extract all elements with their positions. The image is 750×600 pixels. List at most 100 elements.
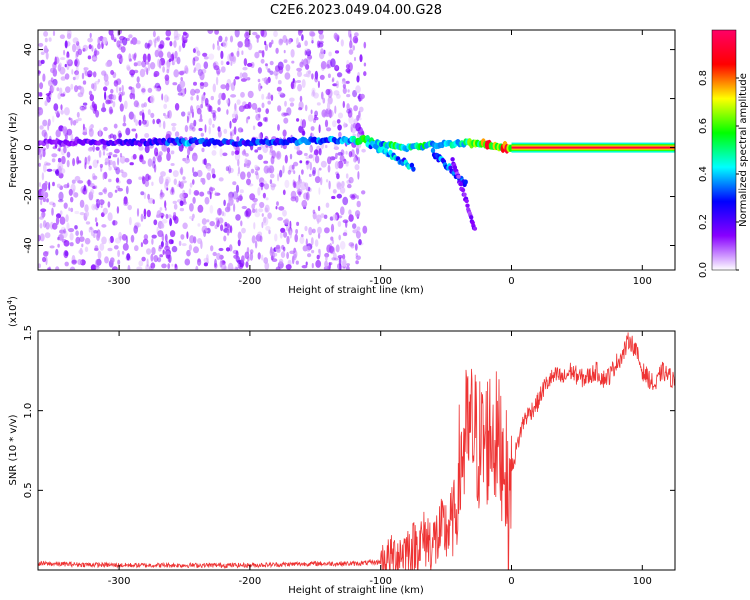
heatmap-cell bbox=[114, 166, 118, 170]
heatmap-cell bbox=[335, 64, 339, 70]
heatmap-cell bbox=[316, 214, 322, 223]
heatmap-cell bbox=[99, 243, 105, 251]
snr-frame bbox=[37, 330, 676, 571]
heatmap-cell bbox=[140, 242, 143, 248]
heatmap-cell bbox=[57, 157, 62, 163]
heatmap-cell bbox=[346, 103, 350, 111]
heatmap-cell bbox=[346, 109, 351, 114]
heatmap-cell bbox=[342, 232, 348, 237]
heatmap-cell bbox=[278, 38, 284, 46]
heatmap-cell bbox=[144, 66, 148, 72]
heatmap-cell bbox=[230, 61, 233, 66]
heatmap-cell bbox=[314, 114, 317, 118]
heatmap-cell bbox=[136, 266, 143, 270]
heatmap-cell bbox=[111, 220, 118, 226]
heatmap-cell bbox=[216, 68, 221, 75]
heatmap-cell bbox=[241, 205, 247, 210]
heatmap-cell bbox=[257, 67, 262, 74]
heatmap-cell bbox=[223, 235, 227, 242]
heatmap-cell bbox=[340, 206, 345, 216]
heatmap-cell bbox=[143, 102, 147, 108]
heatmap-cell bbox=[310, 237, 314, 246]
heatmap-cell bbox=[261, 213, 264, 217]
heatmap-cell bbox=[237, 41, 243, 48]
heatmap-cell bbox=[295, 181, 301, 190]
heatmap-cell bbox=[85, 70, 88, 77]
heatmap-cell bbox=[192, 48, 196, 54]
heatmap-cell bbox=[284, 154, 288, 164]
colorbar-tick-label: 0.6 bbox=[698, 118, 709, 134]
heatmap-cell bbox=[280, 227, 286, 233]
heatmap-cell bbox=[52, 78, 58, 86]
x-tick-label: -200 bbox=[239, 276, 262, 287]
heatmap-cell bbox=[74, 85, 79, 93]
heatmap-cell bbox=[114, 189, 118, 193]
heatmap-cell bbox=[220, 84, 227, 90]
heatmap-cell bbox=[279, 38, 284, 44]
heatmap-cell bbox=[305, 49, 312, 57]
heatmap-cell bbox=[170, 163, 175, 166]
heatmap-cell bbox=[293, 182, 297, 188]
heatmap-cell bbox=[346, 179, 351, 184]
heatmap-cell bbox=[311, 87, 316, 94]
heatmap-cell bbox=[220, 60, 224, 66]
heatmap-cell bbox=[116, 40, 121, 48]
heatmap-cell bbox=[291, 255, 295, 265]
x-tick-label: 0 bbox=[508, 576, 514, 587]
heatmap-cell bbox=[229, 225, 233, 234]
heatmap-cell bbox=[330, 156, 336, 161]
heatmap-cell bbox=[67, 59, 73, 67]
heatmap-cell bbox=[188, 188, 192, 196]
heatmap-cell bbox=[150, 262, 156, 269]
heatmap-cell bbox=[295, 195, 299, 203]
heatmap-cell bbox=[147, 158, 153, 167]
heatmap-cell bbox=[139, 111, 143, 116]
top-y-axis: -40 -20 0 20 40 bbox=[23, 43, 675, 254]
heatmap-cell bbox=[54, 169, 60, 175]
heatmap-cell bbox=[257, 187, 261, 196]
heatmap-cell bbox=[236, 50, 240, 58]
heatmap-cell bbox=[277, 124, 280, 131]
heatmap-cell bbox=[180, 166, 184, 176]
heatmap-cell bbox=[267, 68, 271, 73]
heatmap-cell bbox=[66, 151, 71, 158]
top-y-axis-label: Frequency (Hz) bbox=[8, 112, 19, 188]
heatmap-cell bbox=[284, 179, 290, 189]
heatmap-cell bbox=[63, 107, 70, 116]
heatmap-cell bbox=[232, 249, 239, 255]
heatmap-cell bbox=[203, 81, 209, 88]
heatmap-cell bbox=[235, 214, 241, 221]
heatmap-cell bbox=[210, 110, 217, 115]
heatmap-cell bbox=[240, 220, 243, 227]
heatmap-cell bbox=[235, 184, 240, 193]
heatmap-cell bbox=[55, 129, 61, 138]
heatmap-cell bbox=[58, 62, 62, 69]
heatmap-cell bbox=[254, 51, 260, 59]
heatmap-cell bbox=[204, 97, 209, 106]
heatmap-cell bbox=[84, 105, 87, 110]
heatmap-cell bbox=[290, 190, 297, 199]
y-tick-label: 40 bbox=[23, 43, 34, 56]
heatmap-cell bbox=[150, 95, 155, 104]
heatmap-cell bbox=[311, 263, 314, 269]
heatmap-cell bbox=[171, 187, 174, 195]
heatmap-cell bbox=[199, 191, 205, 197]
heatmap-cell bbox=[190, 105, 194, 114]
heatmap-cell bbox=[69, 242, 74, 247]
heatmap-cell bbox=[61, 155, 66, 165]
heatmap-cell bbox=[212, 251, 217, 257]
heatmap-cell bbox=[71, 259, 77, 265]
heatmap-cell bbox=[44, 100, 48, 107]
heatmap-cell bbox=[148, 43, 151, 48]
heatmap-cell bbox=[40, 208, 47, 213]
heatmap-cell bbox=[345, 68, 351, 73]
heatmap-cell bbox=[88, 44, 92, 50]
heatmap-cell bbox=[143, 208, 147, 217]
heatmap-cell bbox=[41, 188, 46, 197]
heatmap-cell bbox=[359, 93, 365, 100]
heatmap-cell bbox=[281, 244, 285, 250]
heatmap-cell bbox=[263, 257, 269, 264]
heatmap-cell bbox=[260, 85, 263, 89]
heatmap-cell bbox=[165, 37, 171, 41]
heatmap-cell bbox=[52, 115, 55, 123]
